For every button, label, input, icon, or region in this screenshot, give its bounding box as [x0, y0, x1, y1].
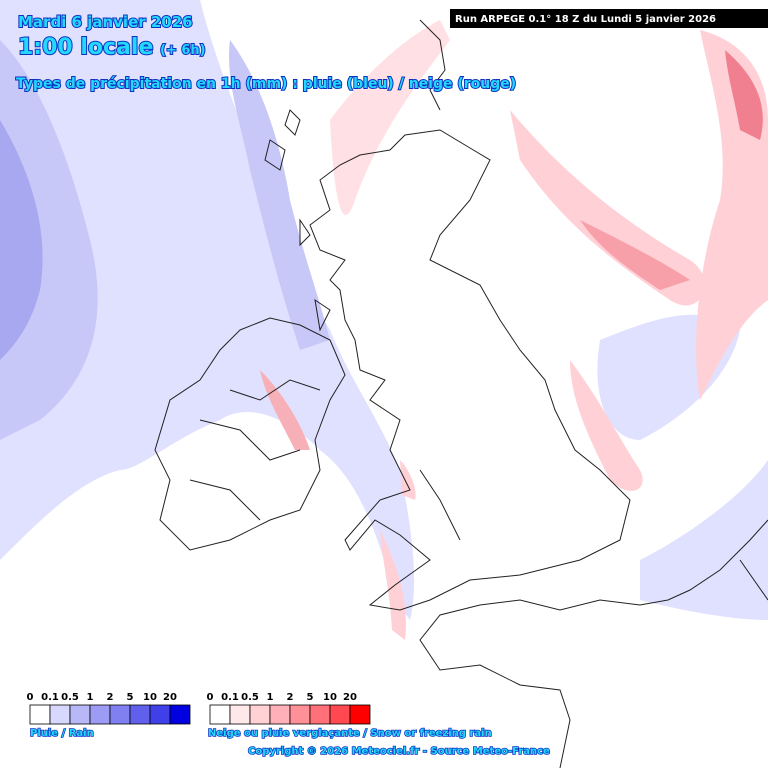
date: Mardi 6 janvier 2026 [18, 13, 193, 31]
run-box [450, 9, 768, 28]
subtitle: Types de précipitation en 1h (mm) : plui… [16, 76, 516, 92]
legend-label: 0.5 [61, 692, 79, 703]
snow-area [580, 220, 690, 290]
legend-swatch [49, 704, 71, 725]
legend-label: 1 [87, 692, 94, 703]
legend-swatch [309, 704, 331, 725]
rain-area [0, 120, 43, 360]
legend-swatch [249, 704, 271, 725]
legend-swatch [229, 704, 251, 725]
ireland-coast [154, 317, 346, 551]
legend-label: 5 [127, 692, 134, 703]
rain-area [0, 0, 415, 620]
copyright: Copyright © 2026 Meteociel.fr - Source M… [248, 746, 550, 757]
legend-swatch [169, 704, 191, 725]
legend-swatch [69, 704, 91, 725]
time: 1:00 locale [18, 35, 153, 60]
legend-swatch [209, 704, 231, 725]
snow-area [330, 20, 450, 215]
legend-label: 2 [287, 692, 294, 703]
legend-swatch [149, 704, 171, 725]
legend-swatch [289, 704, 311, 725]
legend-swatch [89, 704, 111, 725]
snow-area [570, 360, 643, 491]
legend-label: 0.1 [41, 692, 59, 703]
legend-swatch [269, 704, 291, 725]
norway-coast [419, 19, 446, 111]
legend-label: 20 [163, 692, 177, 703]
legend-label: 0 [27, 692, 34, 703]
snow-area [260, 370, 310, 450]
snow-area [725, 50, 763, 140]
scotland-islands [264, 109, 331, 332]
legend: 0 0.1 0.5 1 2 5 10 20 0 0.1 0.5 1 2 5 10 20 [27, 692, 371, 725]
legend-label: 0 [207, 692, 214, 703]
france-coast [419, 519, 768, 768]
offset: (+ 6h) [160, 43, 206, 58]
run: Run ARPEGE 0.1° 18 Z du Lundi 5 janvier … [455, 14, 716, 25]
rain-area [229, 40, 330, 350]
borders [189, 379, 768, 601]
legend-swatch [29, 704, 51, 725]
rain-area [0, 40, 98, 440]
great-britain-coast [309, 129, 631, 611]
legend-label: 0.1 [221, 692, 239, 703]
snow-caption: Neige ou pluie verglaçante / Snow or fre… [208, 728, 492, 739]
legend-label: 2 [107, 692, 114, 703]
legend-label: 0.5 [241, 692, 259, 703]
legend-swatch [329, 704, 351, 725]
legend-label: 20 [343, 692, 357, 703]
legend-swatch [129, 704, 151, 725]
legend-label: 5 [307, 692, 314, 703]
legend-label: 10 [323, 692, 337, 703]
rain-caption: Pluie / Rain [30, 728, 94, 739]
snow-area [510, 110, 705, 306]
legend-label: 10 [143, 692, 157, 703]
legend-swatch [109, 704, 131, 725]
snow-area [380, 530, 406, 640]
legend-swatch [349, 704, 371, 725]
legend-label: 1 [267, 692, 274, 703]
snow-area [400, 460, 416, 500]
rain-area [640, 460, 768, 620]
